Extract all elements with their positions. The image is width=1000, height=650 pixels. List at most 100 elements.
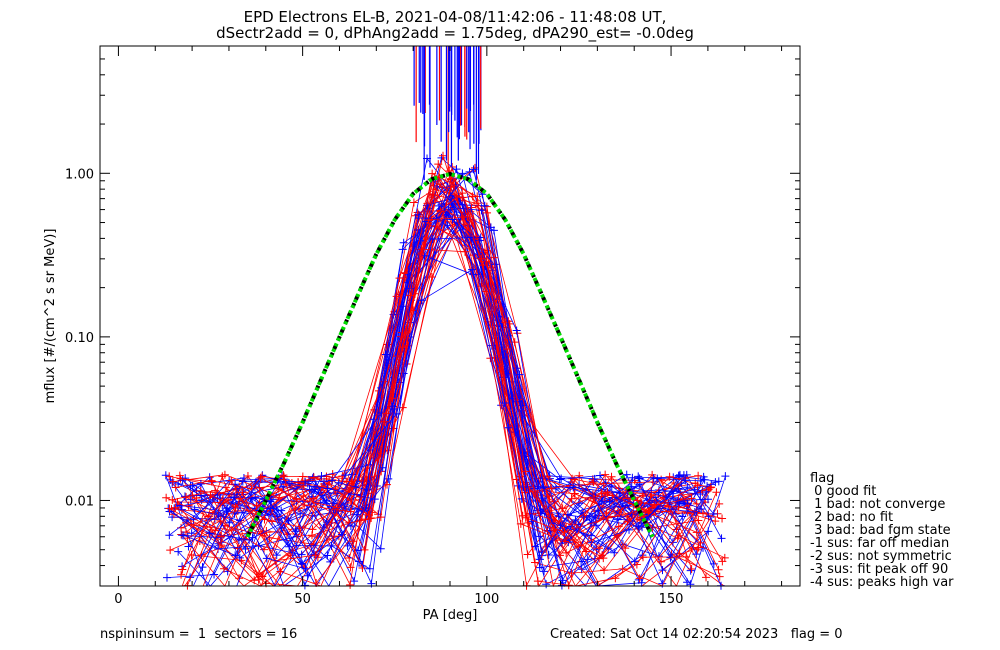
data-point-marker	[162, 573, 171, 582]
data-point-marker	[512, 326, 521, 335]
data-point-marker	[317, 472, 326, 481]
data-point-marker	[592, 521, 601, 530]
data-point-marker	[555, 475, 564, 484]
data-point-marker	[515, 370, 524, 379]
data-point-marker	[605, 497, 614, 506]
data-point-marker	[428, 234, 437, 243]
distribution-line	[188, 237, 702, 587]
data-point-marker	[383, 480, 392, 489]
data-point-marker	[630, 557, 639, 566]
data-point-marker	[365, 564, 374, 573]
data-point-marker	[238, 477, 247, 486]
data-point-marker	[601, 470, 610, 479]
data-point-marker	[483, 208, 492, 217]
legend-entry: 0 good fit	[810, 484, 876, 499]
data-point-marker	[383, 446, 392, 455]
data-point-marker	[168, 495, 177, 504]
data-point-marker	[521, 513, 530, 522]
data-point-marker	[489, 226, 498, 235]
data-point-marker	[381, 350, 390, 359]
data-point-marker	[365, 472, 374, 481]
legend-entry: 3 bad: bad fgm state	[810, 523, 951, 538]
data-point-marker	[409, 198, 418, 207]
data-point-marker	[327, 476, 336, 485]
distribution-line	[180, 224, 681, 587]
data-point-marker	[177, 570, 186, 579]
data-point-marker	[694, 471, 703, 480]
fit-curve-outline	[245, 171, 655, 538]
data-point-marker	[348, 537, 357, 546]
distribution-line	[201, 215, 725, 587]
data-point-marker	[187, 520, 196, 529]
fit-curve-line	[245, 171, 655, 538]
data-point-marker	[692, 528, 701, 537]
data-point-marker	[178, 476, 187, 485]
footer-created: Created: Sat Oct 14 02:20:54 2023 flag =…	[550, 627, 843, 642]
data-point-marker	[206, 491, 215, 500]
data-point-marker	[575, 471, 584, 480]
data-point-marker	[436, 180, 445, 189]
distribution-line	[180, 221, 697, 587]
data-point-marker	[434, 160, 443, 169]
data-point-marker	[548, 519, 557, 528]
data-point-marker	[333, 503, 342, 512]
data-point-marker	[650, 501, 659, 510]
data-point-marker	[558, 576, 567, 585]
data-point-marker	[674, 531, 683, 540]
legend-entry: -3 sus: fit peak off 90	[810, 562, 948, 577]
data-point-marker	[231, 551, 240, 560]
data-point-marker	[346, 580, 355, 589]
x-tick-label: 150	[659, 592, 684, 607]
data-point-marker	[500, 398, 509, 407]
data-point-marker	[665, 472, 674, 481]
data-point-marker	[303, 571, 312, 580]
data-point-marker	[682, 552, 691, 561]
data-point-marker	[566, 483, 575, 492]
data-point-marker	[621, 487, 630, 496]
data-point-marker	[538, 494, 547, 503]
data-point-marker	[341, 471, 350, 480]
data-point-marker	[468, 265, 477, 274]
data-point-marker	[517, 494, 526, 503]
data-point-marker	[211, 486, 220, 495]
data-point-marker	[184, 542, 193, 551]
data-point-marker	[323, 551, 332, 560]
data-point-marker	[227, 476, 236, 485]
data-point-marker	[238, 488, 247, 497]
data-point-marker	[277, 506, 286, 515]
data-point-marker	[376, 544, 385, 553]
data-point-marker	[171, 503, 180, 512]
data-point-marker	[395, 274, 404, 283]
distribution-line	[169, 201, 701, 561]
data-point-marker	[583, 555, 592, 564]
legend-entry: -1 sus: far off median	[810, 536, 949, 551]
data-point-marker	[533, 577, 542, 586]
data-point-marker	[439, 151, 448, 160]
data-point-marker	[542, 580, 551, 589]
data-point-marker	[717, 534, 726, 543]
data-point-marker	[618, 564, 627, 573]
data-point-marker	[649, 474, 658, 483]
data-point-marker	[217, 532, 226, 541]
distribution-line	[191, 196, 683, 587]
data-point-marker	[346, 563, 355, 572]
plot-frame	[99, 45, 801, 587]
y-axis-label: mflux [#/(cm^2 s sr MeV)]	[43, 229, 58, 404]
data-point-marker	[220, 470, 229, 479]
data-point-marker	[720, 553, 729, 562]
distribution-line	[192, 207, 698, 580]
data-point-marker	[547, 484, 556, 493]
data-point-marker	[613, 515, 622, 524]
data-point-marker	[162, 493, 171, 502]
data-point-marker	[334, 478, 343, 487]
data-point-marker	[298, 472, 307, 481]
data-point-marker	[399, 238, 408, 247]
data-point-marker	[666, 553, 675, 562]
data-point-marker	[657, 475, 666, 484]
data-point-marker	[198, 563, 207, 572]
data-point-marker	[458, 189, 467, 198]
legend-entry: -2 sus: not symmetric	[810, 549, 952, 564]
data-point-marker	[355, 557, 364, 566]
data-point-marker	[190, 505, 199, 514]
legend-entry: 1 bad: not converge	[810, 497, 945, 512]
